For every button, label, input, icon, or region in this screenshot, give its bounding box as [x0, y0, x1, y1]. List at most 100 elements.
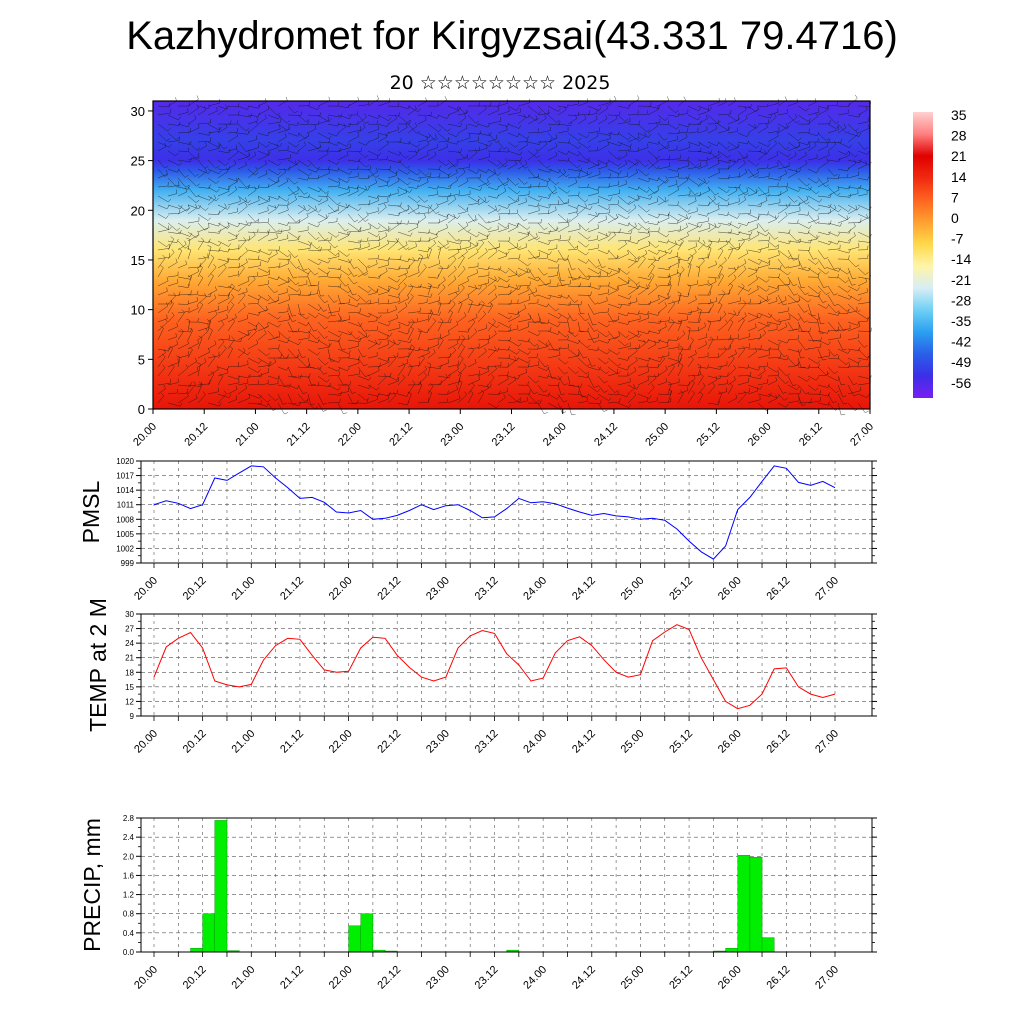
temp-x-tick-label: 23.00 [424, 728, 452, 756]
pmsl-x-tick-label: 21.12 [278, 575, 306, 603]
pmsl-x-tick-label: 20.12 [181, 575, 209, 603]
heatmap-x-axis: 20.00 20.12 21.00 21.12 22.00 22.12 23.00 23.12… [131, 409, 876, 449]
heatmap-y-tick-label: 25 [131, 154, 145, 169]
precip-x-tick-label: 22.00 [327, 964, 355, 992]
precip-x-tick-label: 26.12 [765, 964, 793, 992]
heatmap-x-tick-label: 25.12 [695, 421, 723, 449]
precip-y-tick-label: 0.8 [123, 910, 135, 919]
heatmap-x-tick-label: 24.12 [592, 421, 620, 449]
precip-x-axis: 20.00 20.12 21.00 21.12 22.00 22.12 23.00 23.12… [132, 952, 841, 992]
heatmap-x-tick-label: 23.00 [438, 421, 466, 449]
heatmap-y-tick-label: 0 [138, 402, 145, 417]
precip-y-tick-label: 0.4 [123, 929, 135, 938]
heatmap-x-tick-label: 20.12 [182, 421, 210, 449]
colorbar-label: -7 [951, 231, 964, 247]
temperature-field [153, 101, 870, 409]
precip-x-tick-label: 23.12 [473, 964, 501, 992]
pmsl-x-tick-label: 24.00 [521, 575, 549, 603]
pmsl-x-axis: 20.00 20.12 21.00 21.12 22.00 22.12 23.00 23.12… [132, 563, 841, 603]
precip-bar [725, 948, 738, 953]
pmsl-x-tick-label: 20.00 [132, 575, 160, 603]
colorbar-label: 14 [951, 169, 967, 185]
temp-y-tick-label: 18 [125, 668, 134, 677]
heatmap-x-tick-label: 26.12 [797, 421, 825, 449]
heatmap-x-tick-label: 21.12 [285, 421, 313, 449]
precip-frame [140, 817, 873, 953]
pmsl-x-tick-label: 26.00 [716, 575, 744, 603]
colorbar-label: -28 [951, 292, 971, 308]
precip-y-axis: 0.0 0.4 0.8 1.2 1.6 2.0 2.4 2.8 [123, 814, 877, 957]
precip-y-tick-label: 0.0 [123, 948, 135, 957]
precip-bar [749, 857, 763, 953]
pmsl-frame [140, 460, 873, 564]
colorbar-gradient [913, 112, 933, 398]
precip-bars [190, 820, 775, 953]
colorbar-label: 28 [951, 128, 967, 144]
pmsl-x-tick-label: 21.00 [229, 575, 257, 603]
precip-y-tick-label: 1.2 [123, 891, 135, 900]
pmsl-y-tick-label: 1011 [117, 501, 135, 510]
heatmap-y-tick-label: 10 [131, 303, 145, 318]
temp-x-tick-label: 24.12 [570, 728, 598, 756]
heatmap-y-tick-label: 5 [138, 352, 145, 367]
heatmap-x-tick-label: 21.00 [234, 421, 262, 449]
pmsl-x-tick-label: 25.12 [667, 575, 695, 603]
pmsl-y-axis: 999 1002 1005 1008 1011 1014 1017 1020 [116, 457, 877, 568]
temp-x-tick-label: 21.12 [278, 728, 306, 756]
precip-bar [202, 913, 216, 953]
heatmap-x-tick-label: 27.00 [848, 421, 876, 449]
pmsl-series-line [153, 465, 836, 560]
temp-y-tick-label: 27 [125, 625, 134, 634]
precip-y-tick-label: 2.4 [123, 833, 135, 842]
pmsl-y-tick-label: 1002 [116, 544, 134, 553]
temp-y-axis: 9 12 15 18 21 24 27 30 [125, 610, 877, 721]
precip-x-tick-label: 22.12 [375, 964, 403, 992]
heatmap-x-tick-label: 23.12 [490, 421, 518, 449]
precip-bar [348, 925, 362, 953]
chart-title: Kazhydromet for Kirgyzsai(43.331 79.4716… [126, 14, 898, 58]
pmsl-y-tick-label: 1005 [116, 530, 134, 539]
colorbar-label: 21 [951, 148, 967, 164]
temp-series-line [153, 624, 836, 710]
pmsl-y-tick-label: 1017 [116, 472, 134, 481]
heatmap-x-tick-label: 24.00 [541, 421, 569, 449]
pmsl-y-tick-label: 1020 [116, 457, 134, 466]
temp-y-tick-label: 30 [125, 610, 134, 619]
pmsl-x-tick-label: 25.00 [619, 575, 647, 603]
precip-bar [360, 913, 374, 953]
heatmap-y-tick-label: 15 [131, 253, 145, 268]
temp-x-tick-label: 23.12 [473, 728, 501, 756]
temp-y-label: TEMP at 2 M [85, 598, 111, 732]
pmsl-grid [141, 460, 872, 564]
chart-subtitle: 20 ☆☆☆☆☆☆☆☆ 2025 [389, 72, 611, 94]
pmsl-x-tick-label: 23.12 [473, 575, 501, 603]
colorbar-label: -49 [951, 354, 971, 370]
temp-x-axis: 20.00 20.12 21.00 21.12 22.00 22.12 23.00 23.12… [132, 716, 841, 756]
wind-barbs [157, 94, 873, 416]
temp-y-tick-label: 21 [125, 654, 134, 663]
temp-panel: 9 12 15 18 21 24 27 30 20.00 20.12 21.00 21.12 22.0… [85, 598, 877, 756]
precip-panel: 0.0 0.4 0.8 1.2 1.6 2.0 2.4 2.8 20.00 20.12 21.00… [79, 814, 877, 992]
temp-grid [141, 613, 872, 717]
precip-x-tick-label: 21.12 [278, 964, 306, 992]
precip-x-tick-label: 24.12 [570, 964, 598, 992]
temp-y-tick-label: 15 [125, 683, 134, 692]
temp-x-tick-label: 21.00 [229, 728, 257, 756]
temp-x-tick-label: 24.00 [521, 728, 549, 756]
colorbar-label: 7 [951, 189, 959, 205]
colorbar-label: -14 [951, 251, 971, 267]
temp-frame [140, 613, 873, 717]
precip-bar [214, 820, 228, 953]
precip-x-tick-label: 20.00 [132, 964, 160, 992]
precip-x-tick-label: 21.00 [229, 964, 257, 992]
pmsl-x-tick-label: 27.00 [813, 575, 841, 603]
heatmap-y-tick-label: 30 [131, 104, 145, 119]
heatmap-x-tick-label: 26.00 [746, 421, 774, 449]
colorbar-label: -56 [951, 375, 971, 391]
temp-y-tick-label: 24 [125, 639, 134, 648]
precip-bar [737, 855, 751, 953]
pmsl-y-tick-label: 999 [121, 559, 135, 568]
precip-x-tick-label: 27.00 [813, 964, 841, 992]
